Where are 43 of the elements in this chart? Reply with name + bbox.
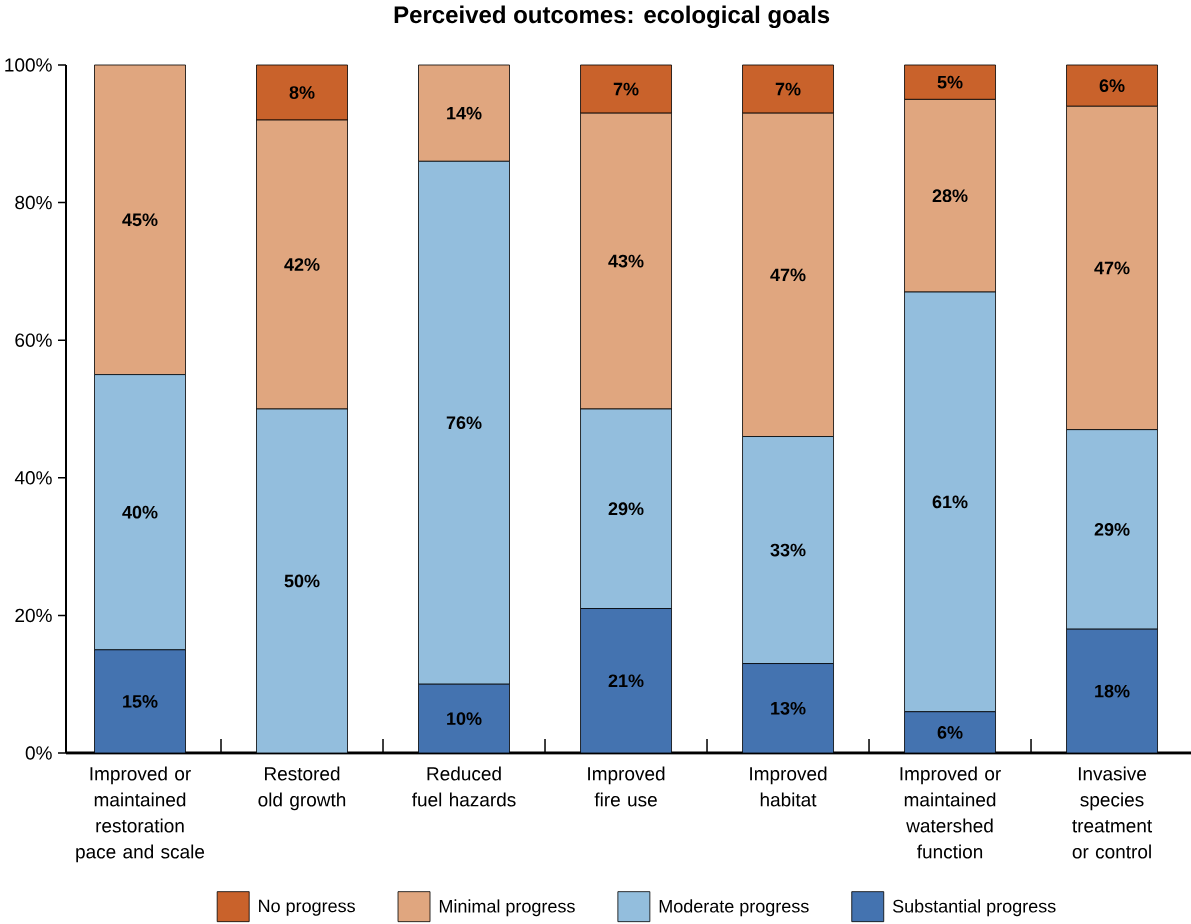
x-tick-label: Improved fire use: [588, 766, 665, 807]
data-label: 29%: [608, 502, 644, 516]
y-tick-label: 80%: [15, 195, 52, 210]
legend-label: No progress: [259, 899, 355, 916]
x-tick-label: Improved habitat: [750, 766, 827, 807]
y-tick-label: 0%: [25, 746, 52, 760]
legend-label: Moderate progress: [659, 899, 809, 917]
x-tick-label: Improved or maintained restoration pace and scale: [76, 766, 205, 863]
x-tick-label: Restored old growth: [258, 766, 346, 811]
data-label: 18%: [1095, 684, 1130, 698]
data-label: 7%: [775, 82, 801, 96]
data-label: 8%: [289, 86, 315, 99]
legend-label: Substantial progress: [892, 899, 1056, 917]
data-label: 76%: [446, 416, 482, 430]
data-label: 13%: [771, 701, 806, 715]
x-tick-label: Invasive species treatment or control: [1072, 766, 1153, 859]
data-label: 29%: [1094, 523, 1130, 536]
data-label: 21%: [608, 674, 644, 688]
data-label: 42%: [284, 258, 320, 271]
data-label: 33%: [770, 543, 806, 557]
x-tick-label: Improved or maintained watershed function: [900, 766, 1001, 859]
data-label: 15%: [123, 695, 158, 708]
data-label: 50%: [284, 574, 320, 588]
data-label: 40%: [122, 505, 158, 519]
data-label: 45%: [122, 213, 158, 227]
data-label: 47%: [1094, 261, 1130, 275]
x-tick-label: Reduced fuel hazards: [412, 766, 516, 807]
data-label: 7%: [613, 82, 639, 96]
data-label: 14%: [447, 106, 482, 120]
data-label: 47%: [770, 268, 806, 282]
data-label: 28%: [932, 189, 968, 203]
data-label: 6%: [937, 725, 963, 739]
y-tick-label: 100%: [5, 58, 52, 72]
data-label: 43%: [608, 254, 644, 268]
chart-title: Perceived outcomes: ecological goals: [394, 5, 830, 29]
y-tick-label: 20%: [15, 608, 52, 623]
data-label: 6%: [1099, 79, 1125, 92]
y-tick-label: 40%: [14, 471, 52, 485]
data-label: 61%: [932, 495, 968, 509]
y-tick-label: 60%: [15, 333, 52, 347]
legend-label: Minimal progress: [439, 899, 575, 917]
data-label: 5%: [937, 75, 963, 89]
data-label: 10%: [447, 712, 482, 725]
